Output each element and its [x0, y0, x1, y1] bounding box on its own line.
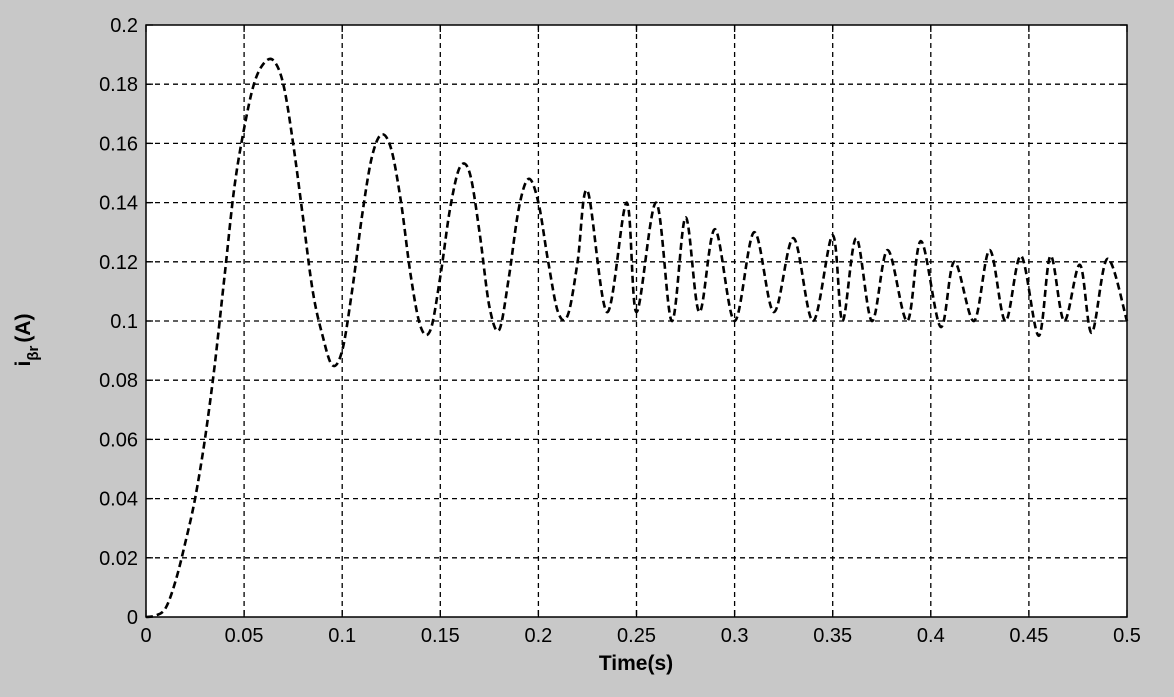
x-tick-label: 0.1: [328, 625, 356, 647]
x-axis-title: Time(s): [599, 652, 673, 675]
x-tick-label: 0.25: [617, 625, 656, 647]
x-tick-label: 0.2: [524, 625, 552, 647]
y-tick-label: 0.08: [99, 370, 138, 392]
x-tick-label: 0.4: [917, 625, 945, 647]
x-tick-label: 0.05: [225, 625, 264, 647]
y-tick-label: 0.06: [99, 429, 138, 451]
y-axis-title: iβr (A): [12, 314, 42, 367]
y-tick-label: 0.12: [99, 252, 138, 274]
ticks: [145, 24, 1128, 618]
x-tick-label: 0.35: [813, 625, 852, 647]
y-tick-label: 0: [127, 607, 138, 629]
series-line: [145, 57, 1129, 619]
y-tick-label: 0.16: [99, 133, 138, 155]
grid-lines: [146, 25, 1127, 617]
y-tick-label: 0.04: [99, 489, 138, 511]
svg-text:iβr(A): iβr (A): [12, 314, 42, 367]
y-tick-label: 0.02: [99, 548, 138, 570]
x-tick-label: 0.5: [1113, 625, 1141, 647]
x-tick-label: 0: [140, 625, 151, 647]
y-tick-label: 0.1: [110, 311, 138, 333]
tick-labels: 0 0.05 0.1 0.15 0.2 0.25 0.3 0.35 0.4 0.45 0.5 0 0.0…: [99, 15, 1141, 647]
y-tick-label: 0.18: [99, 74, 138, 96]
x-tick-label: 0.45: [1009, 625, 1048, 647]
y-axis-title-main: i: [12, 361, 35, 367]
x-tick-label: 0.3: [721, 625, 749, 647]
y-axis-title-subscript: βr: [25, 346, 42, 361]
y-tick-label: 0.2: [110, 15, 138, 37]
y-axis-title-unit: (A): [12, 314, 35, 343]
y-tick-label: 0.14: [99, 193, 138, 215]
x-tick-label: 0.15: [421, 625, 460, 647]
